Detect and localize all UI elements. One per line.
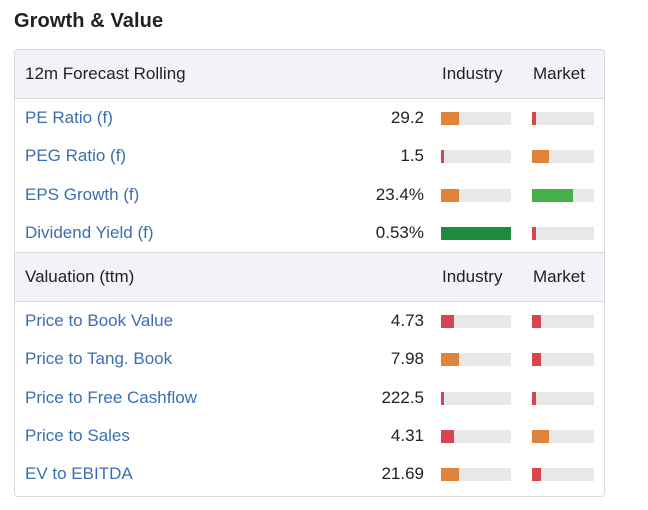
- metric-value: 4.73: [390, 311, 424, 331]
- metric-row: Price to Free Cashflow 222.5: [15, 379, 604, 417]
- metric-row: PE Ratio (f) 29.2: [15, 99, 604, 137]
- metric-value: 29.2: [390, 108, 424, 127]
- industry-bar-fill: [441, 112, 460, 125]
- market-bar-fill: [532, 112, 536, 125]
- metric-link[interactable]: Price to Tang. Book: [25, 349, 173, 369]
- metric-value: 23.4%: [375, 184, 424, 204]
- market-comparison-bar: [532, 391, 594, 405]
- industry-comparison-bar: [441, 468, 511, 482]
- metric-value: 1.5: [400, 146, 424, 166]
- metric-link[interactable]: EPS Growth (f): [25, 184, 140, 204]
- market-bar-fill: [532, 315, 542, 329]
- valuation-section-header: Valuation (ttm) Industry Market: [15, 252, 604, 303]
- market-comparison-bar: [532, 353, 594, 367]
- market-comparison-bar: [532, 226, 594, 240]
- industry-bar-fill: [441, 150, 444, 164]
- forecast-industry-column-label: Industry: [442, 64, 503, 83]
- metric-link[interactable]: PE Ratio (f): [25, 108, 113, 127]
- industry-bar-fill: [441, 226, 511, 240]
- market-bar-fill: [532, 468, 542, 482]
- forecast-header-label: 12m Forecast Rolling: [25, 64, 186, 83]
- industry-bar-fill: [441, 315, 454, 329]
- metric-row: Price to Book Value 4.73: [15, 302, 604, 340]
- metric-row: EV to EBITDA 21.69: [15, 455, 604, 493]
- industry-bar-fill: [441, 391, 444, 405]
- metric-value: 0.53%: [375, 222, 424, 242]
- industry-comparison-bar: [441, 112, 511, 125]
- industry-bar-fill: [441, 353, 460, 367]
- forecast-market-column-label: Market: [533, 64, 585, 83]
- metric-link[interactable]: Price to Sales: [25, 426, 130, 446]
- valuation-rows: Price to Book Value 4.73 Price to Tang. Bo…: [15, 302, 604, 493]
- market-comparison-bar: [532, 150, 594, 164]
- market-comparison-bar: [532, 315, 594, 329]
- forecast-section-header: 12m Forecast Rolling Industry Market: [15, 50, 604, 99]
- industry-comparison-bar: [441, 226, 511, 240]
- metric-row: PEG Ratio (f) 1.5: [15, 137, 604, 175]
- industry-bar-fill: [441, 188, 460, 202]
- industry-bar-fill: [441, 430, 454, 444]
- metric-row: Price to Sales 4.31: [15, 417, 604, 455]
- metric-row: Price to Tang. Book 7.98: [15, 340, 604, 378]
- market-bar-fill: [532, 188, 573, 202]
- industry-comparison-bar: [441, 188, 511, 202]
- market-bar-fill: [532, 353, 542, 367]
- metric-value: 7.98: [390, 349, 424, 369]
- valuation-industry-column-label: Industry: [442, 267, 503, 287]
- industry-bar-fill: [441, 468, 460, 482]
- valuation-market-column-label: Market: [533, 267, 585, 287]
- valuation-header-label: Valuation (ttm): [25, 267, 135, 287]
- market-comparison-bar: [532, 430, 594, 444]
- market-bar-fill: [532, 430, 549, 444]
- metric-link[interactable]: Price to Book Value: [25, 311, 174, 331]
- industry-comparison-bar: [441, 391, 511, 405]
- metric-link[interactable]: EV to EBITDA: [25, 464, 133, 484]
- market-comparison-bar: [532, 468, 594, 482]
- industry-comparison-bar: [441, 150, 511, 164]
- market-bar-fill: [532, 391, 536, 405]
- page-title: Growth & Value: [14, 10, 164, 32]
- metric-link[interactable]: Price to Free Cashflow: [25, 387, 197, 407]
- metric-row: EPS Growth (f) 23.4%: [15, 176, 604, 214]
- metric-row: Dividend Yield (f) 0.53%: [15, 214, 604, 252]
- market-comparison-bar: [532, 188, 594, 202]
- market-bar-fill: [532, 226, 536, 240]
- industry-comparison-bar: [441, 353, 511, 367]
- metric-value: 21.69: [381, 464, 424, 484]
- metric-link[interactable]: Dividend Yield (f): [25, 222, 154, 242]
- metric-value: 222.5: [381, 387, 424, 407]
- market-bar-fill: [532, 150, 549, 164]
- metric-value: 4.31: [390, 426, 424, 446]
- metric-link[interactable]: PEG Ratio (f): [25, 146, 127, 166]
- industry-comparison-bar: [441, 430, 511, 444]
- industry-comparison-bar: [441, 315, 511, 329]
- forecast-rows: PE Ratio (f) 29.2 PEG Ratio (f) 1.5 EPS Grow…: [15, 99, 604, 252]
- market-comparison-bar: [532, 112, 594, 125]
- growth-value-panel: 12m Forecast Rolling Industry Market PE …: [14, 49, 605, 497]
